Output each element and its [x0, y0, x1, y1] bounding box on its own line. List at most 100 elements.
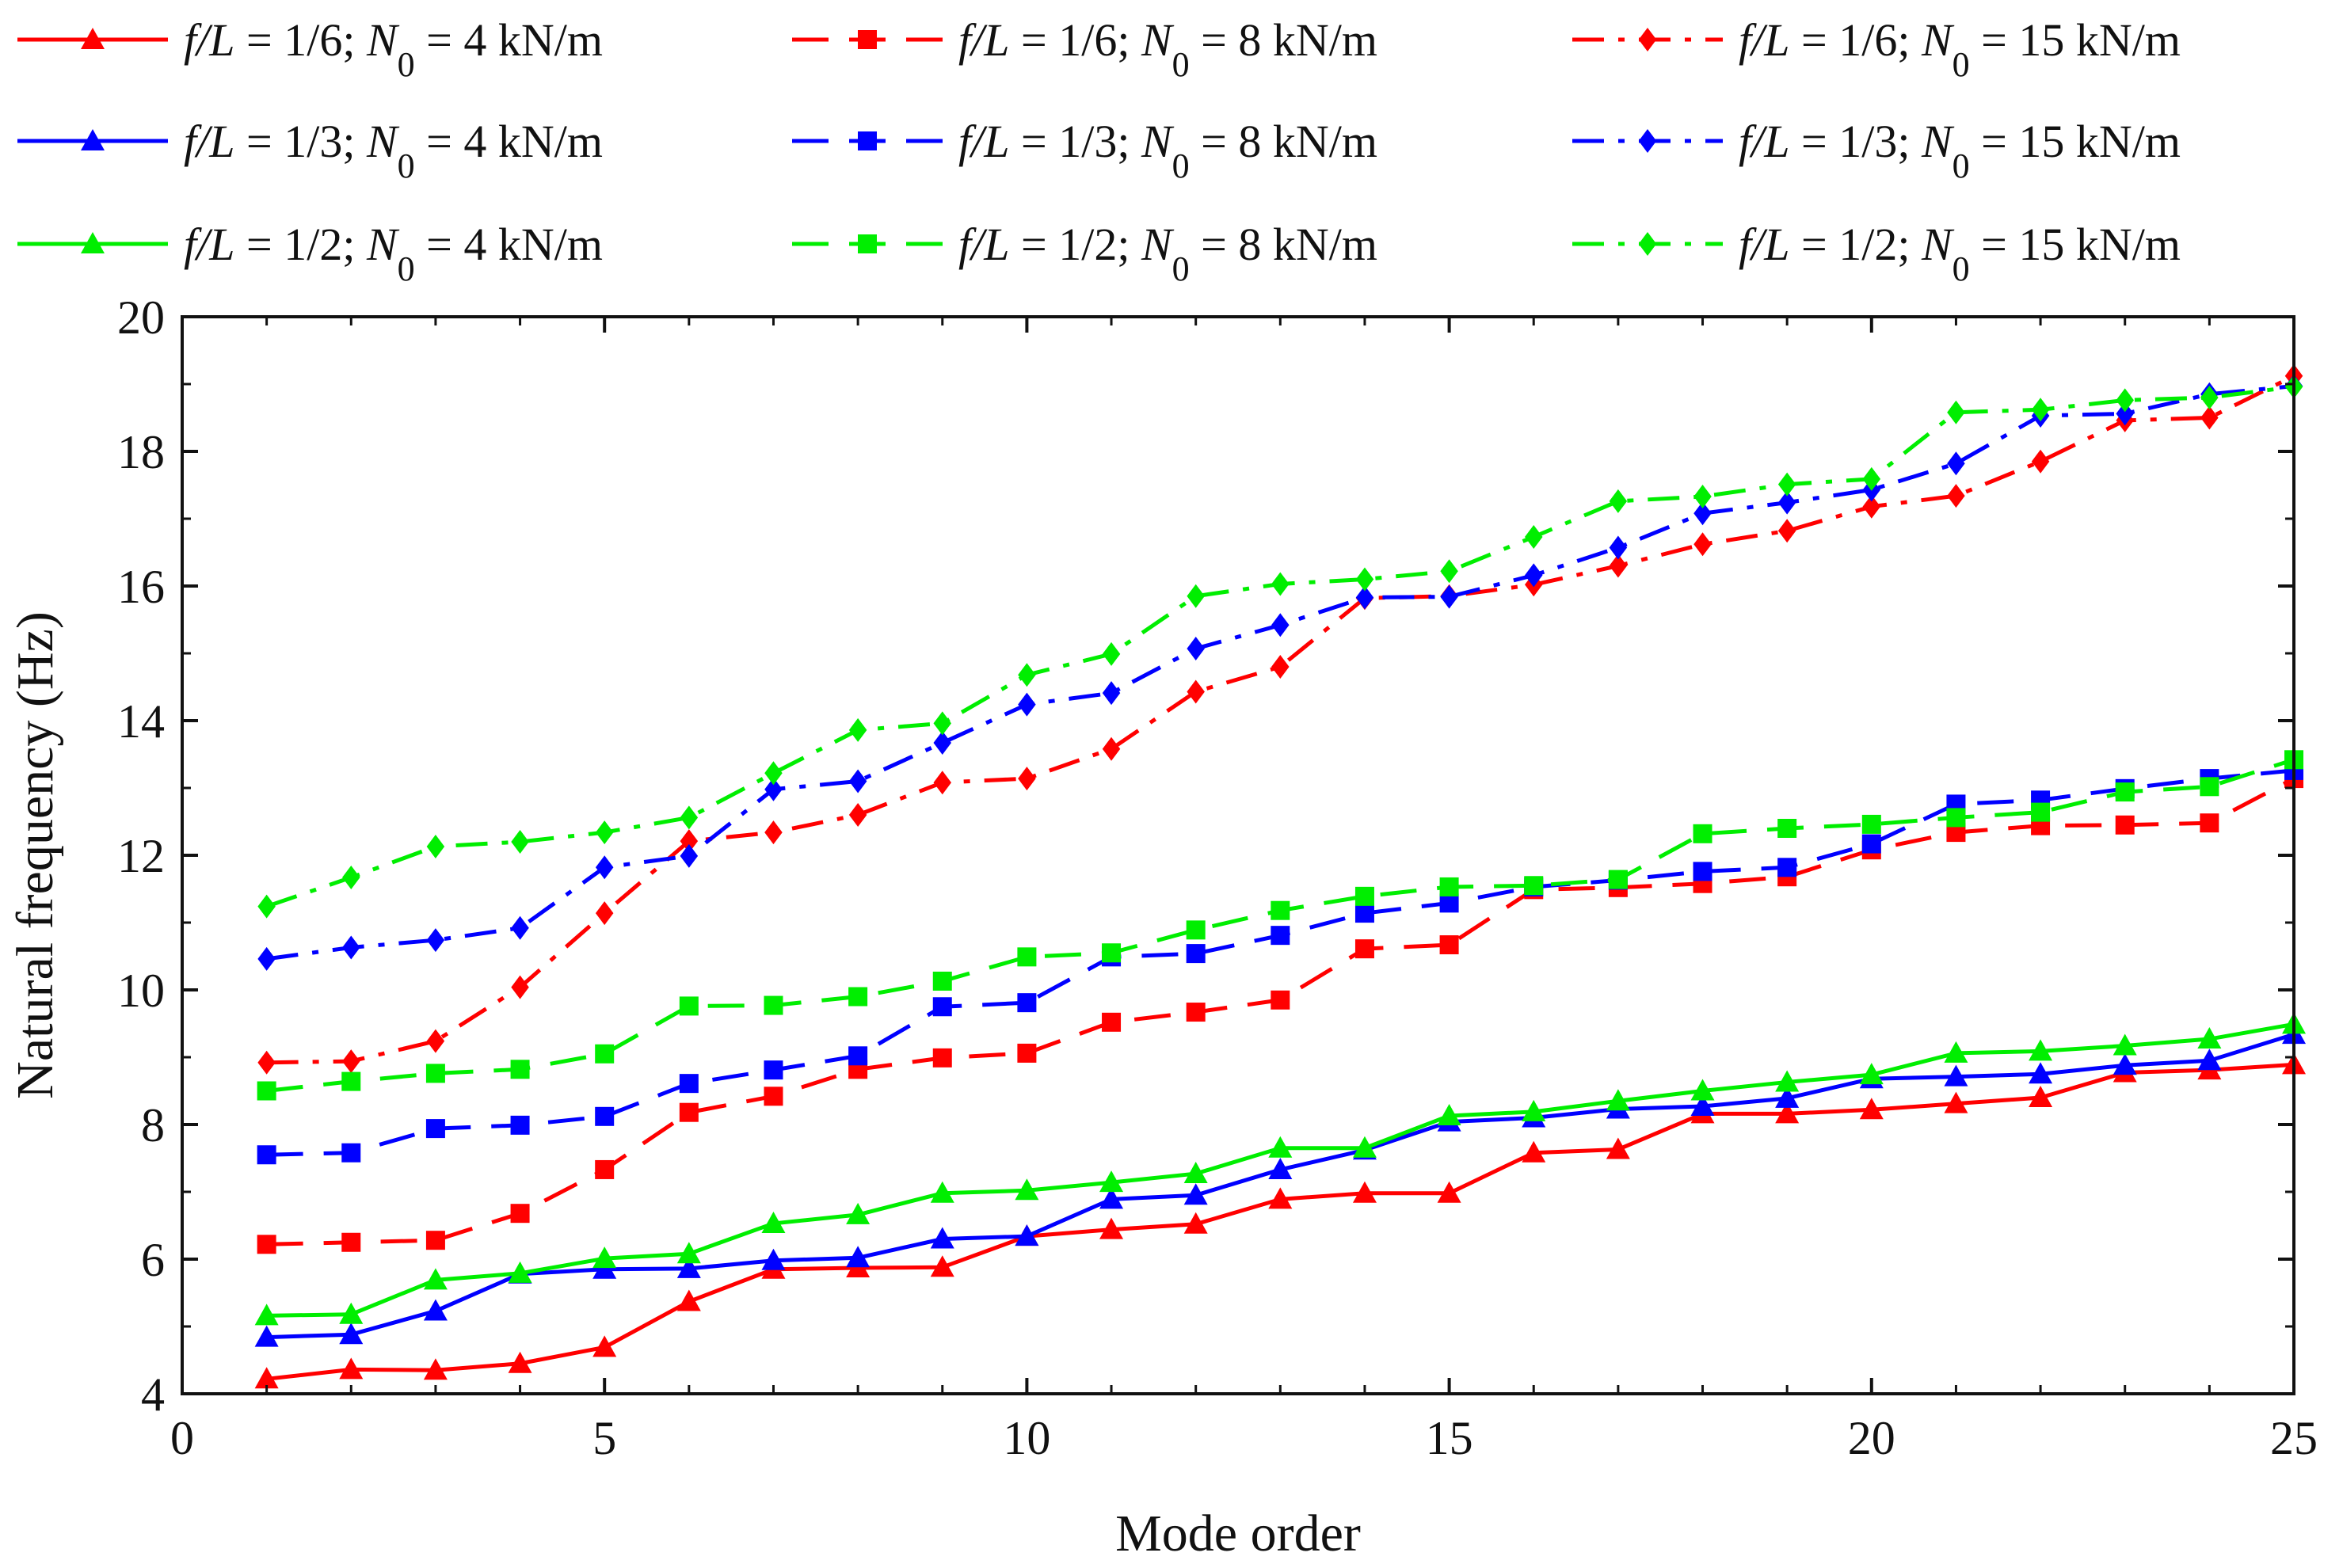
data-point — [2200, 777, 2219, 797]
legend-label: f/L = 1/3; N0 = 8 kN/m — [958, 116, 1377, 185]
data-point — [1777, 472, 1796, 497]
data-point — [2115, 782, 2135, 802]
data-point — [511, 975, 529, 999]
data-point — [1693, 862, 1712, 881]
data-point — [1947, 484, 1965, 508]
data-point — [426, 928, 445, 953]
data-point — [1777, 490, 1796, 515]
data-point — [592, 1335, 617, 1357]
legend-label: f/L = 1/3; N0 = 4 kN/m — [184, 116, 603, 185]
data-point — [1524, 876, 1544, 896]
y-tick-label: 16 — [117, 561, 165, 613]
legend-n-symbol: N — [366, 116, 400, 167]
data-point — [1183, 1183, 1208, 1205]
data-point — [1102, 681, 1121, 706]
y-tick-label: 10 — [117, 965, 165, 1017]
data-point — [2029, 1039, 2053, 1061]
data-point — [1186, 1003, 1206, 1022]
series-9 — [257, 375, 2303, 919]
data-point — [1187, 637, 1205, 661]
data-point — [341, 1143, 361, 1163]
legend-entry: f/L = 1/2; N0 = 8 kN/m — [792, 219, 1377, 288]
legend-ratio-value: = 1/6; — [1010, 14, 1141, 66]
series-2 — [257, 769, 2303, 1254]
data-point — [930, 1181, 954, 1203]
data-point — [761, 1211, 786, 1233]
series-4 — [254, 1022, 2306, 1347]
y-tick-label: 14 — [117, 695, 165, 748]
legend-n-subscript: 0 — [1172, 249, 1190, 288]
data-point — [342, 935, 360, 960]
data-point — [2116, 402, 2134, 426]
data-point — [1439, 877, 1459, 896]
legend-entry: f/L = 1/6; N0 = 8 kN/m — [792, 14, 1377, 84]
data-point — [257, 946, 276, 971]
data-point — [339, 1302, 364, 1324]
series-1 — [254, 1052, 2306, 1389]
legend-n-subscript: 0 — [398, 45, 415, 84]
data-point — [1693, 824, 1712, 843]
series-7 — [254, 1012, 2306, 1326]
legend-n-symbol: N — [366, 14, 400, 66]
legend-n-value: = 15 kN/m — [1970, 219, 2181, 270]
legend-ratio-symbol: f/L — [958, 219, 1010, 270]
data-point — [1268, 1187, 1293, 1209]
data-point — [848, 717, 867, 742]
data-point — [2116, 388, 2134, 413]
data-point — [930, 1255, 954, 1277]
data-point — [2113, 1053, 2137, 1075]
data-point — [1947, 451, 1965, 476]
legend-n-subscript: 0 — [1172, 147, 1190, 185]
data-point — [2200, 386, 2219, 409]
data-point — [1017, 1043, 1037, 1063]
data-point — [1947, 400, 1965, 424]
data-point — [1693, 532, 1712, 557]
data-point — [1187, 679, 1205, 704]
data-point — [1775, 1070, 1800, 1092]
data-point — [341, 1071, 361, 1091]
data-point — [761, 1248, 786, 1270]
data-point — [1693, 501, 1712, 526]
data-point — [930, 1227, 954, 1249]
data-point — [1861, 834, 1881, 854]
data-point — [2200, 405, 2219, 430]
data-point — [1439, 935, 1459, 955]
legend-ratio-value: = 1/3; — [235, 116, 367, 167]
legend-ratio-value: = 1/3; — [1010, 116, 1141, 167]
data-point — [676, 1242, 701, 1264]
x-tick-label: 15 — [1426, 1412, 1473, 1464]
legend-entry: f/L = 1/6; N0 = 15 kN/m — [1572, 14, 2181, 84]
axis-ticks: 0 5 10 15 20 25 4 6 8 10 12 14 16 18 20 — [117, 291, 2318, 1464]
data-point — [1268, 1136, 1293, 1158]
series-5 — [257, 760, 2303, 1165]
y-tick-label: 12 — [117, 830, 165, 882]
data-point — [1522, 1140, 1546, 1163]
x-tick-label: 10 — [1003, 1412, 1050, 1464]
legend-n-symbol: N — [1921, 116, 1955, 167]
legend-ratio-symbol: f/L — [184, 116, 235, 167]
legend-entry: f/L = 1/6; N0 = 4 kN/m — [17, 14, 603, 84]
data-point — [595, 901, 614, 926]
data-point — [254, 1325, 279, 1347]
legend-marker — [858, 30, 877, 49]
data-point — [1440, 584, 1458, 609]
data-point — [848, 987, 868, 1007]
legend-ratio-symbol: f/L — [958, 14, 1010, 66]
data-point — [1017, 993, 1037, 1013]
legend-marker — [81, 232, 105, 253]
plot-frame — [181, 315, 2295, 1395]
data-point — [257, 1081, 276, 1101]
data-point — [848, 769, 867, 794]
data-point — [426, 1029, 445, 1053]
legend-ratio-symbol: f/L — [184, 14, 235, 66]
data-point — [2029, 1062, 2053, 1084]
data-point — [1186, 944, 1206, 964]
data-point — [423, 1358, 448, 1380]
data-point — [1775, 1102, 1800, 1124]
legend-ratio-value: = 1/6; — [235, 14, 367, 66]
data-point — [1437, 1103, 1461, 1125]
legend-n-symbol: N — [366, 219, 400, 270]
plot-area: 0 5 10 15 20 25 4 6 8 10 12 14 16 18 20 — [117, 291, 2318, 1464]
data-point — [595, 820, 614, 845]
data-point — [1522, 1099, 1546, 1121]
